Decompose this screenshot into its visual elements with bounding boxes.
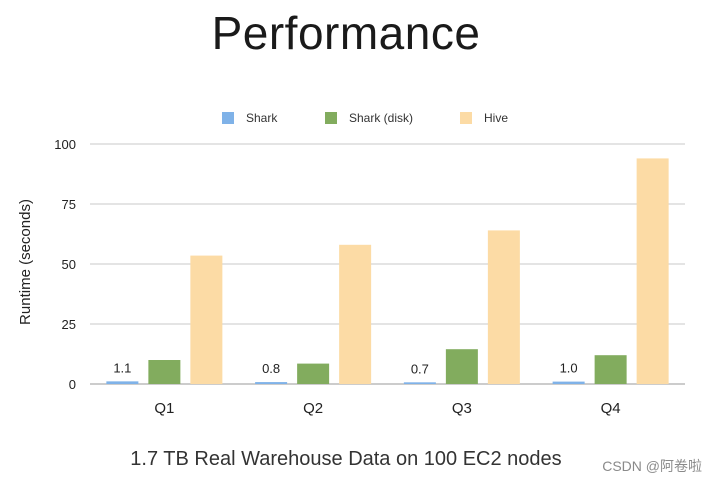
y-tick-label: 100 bbox=[54, 137, 76, 152]
legend-swatch bbox=[325, 112, 337, 124]
data-label: 1.1 bbox=[113, 360, 131, 375]
bar-hive-q4 bbox=[636, 158, 669, 384]
bar-shark-disk-q1 bbox=[148, 360, 181, 384]
slide-title: Performance bbox=[211, 7, 481, 59]
bar-shark-q1 bbox=[106, 381, 139, 384]
legend-label: Shark bbox=[246, 111, 278, 125]
gridlines bbox=[90, 143, 685, 385]
legend-swatch bbox=[222, 112, 234, 124]
y-axis-ticks: 0 25 50 75 100 bbox=[54, 137, 76, 392]
watermark: CSDN @阿卷啦 bbox=[602, 458, 702, 474]
x-category-label: Q3 bbox=[452, 400, 472, 417]
legend: Shark Shark (disk) Hive bbox=[222, 111, 508, 125]
legend-label: Shark (disk) bbox=[349, 111, 413, 125]
bar-shark-disk-q3 bbox=[445, 349, 478, 384]
bar-shark-q2 bbox=[255, 382, 288, 384]
legend-swatch bbox=[460, 112, 472, 124]
bar-shark-disk-q2 bbox=[297, 363, 330, 384]
x-axis-categories: Q1 Q2 Q3 Q4 bbox=[154, 400, 620, 417]
bar-hive-q2 bbox=[339, 244, 372, 384]
slide-caption: 1.7 TB Real Warehouse Data on 100 EC2 no… bbox=[130, 448, 562, 470]
bar-shark-disk-q4 bbox=[594, 355, 627, 384]
x-category-label: Q2 bbox=[303, 400, 323, 417]
data-label: 0.7 bbox=[411, 361, 429, 376]
bar-shark-q4 bbox=[552, 381, 585, 384]
y-axis-label: Runtime (seconds) bbox=[17, 199, 34, 325]
bar-hive-q3 bbox=[487, 230, 520, 384]
y-tick-label: 75 bbox=[62, 197, 76, 212]
bars bbox=[106, 158, 669, 384]
y-tick-label: 0 bbox=[69, 377, 76, 392]
bar-shark-q3 bbox=[403, 382, 436, 384]
x-category-label: Q1 bbox=[154, 400, 174, 417]
data-label: 1.0 bbox=[560, 361, 578, 376]
x-category-label: Q4 bbox=[601, 400, 621, 417]
y-tick-label: 25 bbox=[62, 317, 76, 332]
data-label: 0.8 bbox=[262, 361, 280, 376]
y-tick-label: 50 bbox=[62, 257, 76, 272]
data-labels: 1.1 0.8 0.7 1.0 bbox=[113, 360, 577, 376]
legend-label: Hive bbox=[484, 111, 508, 125]
bar-hive-q1 bbox=[190, 255, 223, 384]
